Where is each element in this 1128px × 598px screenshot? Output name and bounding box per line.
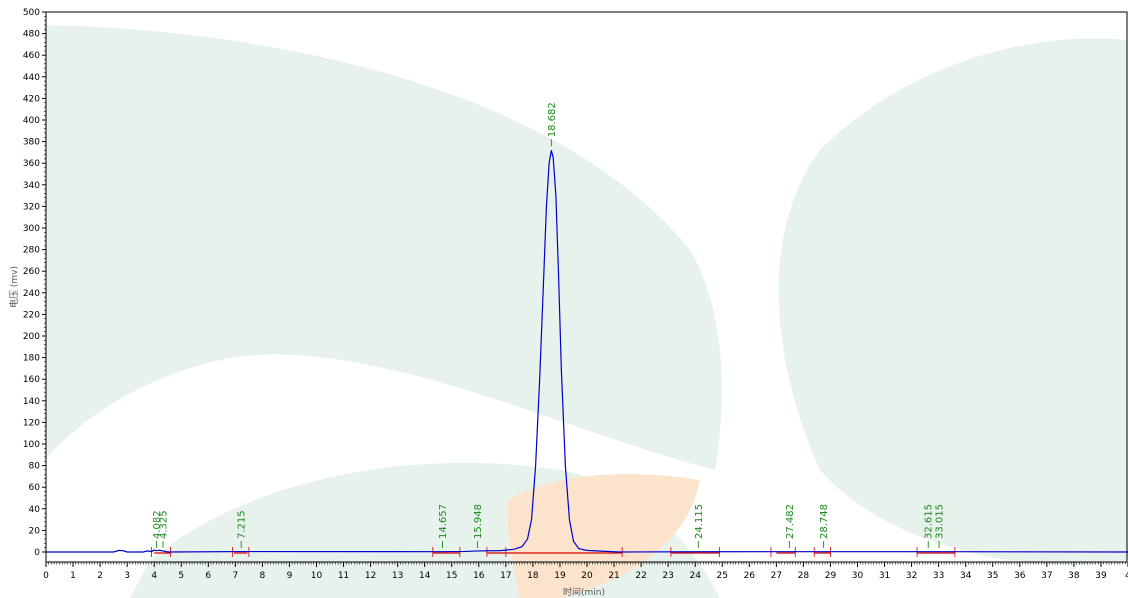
peak-label: 32.615 [924,504,935,539]
y-tick-label: 100 [23,440,40,450]
x-tick-label: 34 [960,571,972,581]
peak-label: 24.115 [694,504,705,539]
x-tick-label: 23 [662,571,673,581]
x-tick-label: 35 [987,571,998,581]
y-tick-label: 180 [23,354,40,364]
x-tick-label: 39 [1095,571,1107,581]
y-tick-label: 440 [23,73,40,83]
x-tick-label: 33 [933,571,944,581]
x-tick-label: 32 [906,571,917,581]
peak-label: 4.082 [152,510,163,539]
peak-label: 15.948 [473,504,484,539]
x-tick-label: 9 [287,571,293,581]
y-tick-label: 360 [23,159,40,169]
x-tick-label: 2 [97,571,103,581]
x-tick-label: 4 [1125,571,1128,581]
y-tick-label: 480 [23,30,40,40]
y-tick-label: 500 [23,8,40,18]
x-tick-label: 0 [43,571,49,581]
y-axis-title: 电压 (mv) [8,266,20,308]
y-tick-label: 20 [29,526,41,536]
x-axis-title: 时间(min) [563,586,605,598]
x-tick-label: 4 [151,571,157,581]
x-tick-label: 5 [178,571,184,581]
x-tick-label: 10 [311,571,323,581]
y-tick-label: 340 [23,181,40,191]
y-tick-label: 200 [23,332,40,342]
y-tick-label: 140 [23,397,40,407]
x-tick-label: 14 [419,571,431,581]
x-tick-label: 13 [392,571,403,581]
x-tick-label: 25 [717,571,728,581]
x-tick-label: 3 [124,571,130,581]
watermark-leaf-right [778,38,1128,566]
y-tick-label: 260 [23,267,40,277]
watermark-logo [45,25,1128,598]
y-tick-label: 220 [23,310,40,320]
y-tick-label: 400 [23,116,40,126]
x-tick-label: 6 [205,571,211,581]
x-tick-label: 29 [825,571,837,581]
x-tick-label: 16 [473,571,485,581]
peak-label: 27.482 [785,504,796,539]
y-tick-label: 380 [23,138,40,148]
y-tick-label: 0 [34,548,40,558]
x-tick-label: 18 [527,571,539,581]
x-tick-label: 17 [500,571,511,581]
y-tick-label: 320 [23,202,40,212]
x-tick-label: 37 [1041,571,1052,581]
x-tick-label: 11 [338,571,349,581]
x-tick-label: 8 [260,571,266,581]
y-tick-label: 60 [29,483,41,493]
y-tick-label: 40 [29,505,41,515]
x-tick-label: 15 [446,571,457,581]
x-tick-label: 27 [771,571,782,581]
x-tick-label: 31 [879,571,890,581]
y-tick-label: 240 [23,289,40,299]
plot-area: 0204060801001201401601802002202402602803… [23,8,1128,581]
x-tick-label: 19 [554,571,566,581]
x-tick-label: 26 [744,571,756,581]
x-tick-label: 20 [581,571,593,581]
y-tick-label: 160 [23,375,40,385]
peak-label: 14.657 [438,504,449,539]
y-tick-label: 80 [29,462,41,472]
x-tick-label: 28 [798,571,810,581]
x-tick-label: 36 [1014,571,1026,581]
peak-label: 7.215 [237,510,248,539]
x-tick-label: 22 [635,571,646,581]
y-tick-label: 420 [23,94,40,104]
x-tick-label: 21 [608,571,619,581]
y-tick-label: 460 [23,51,40,61]
x-tick-label: 12 [365,571,376,581]
x-tick-label: 24 [689,571,701,581]
peak-label: 28.748 [819,504,830,539]
peak-label: 18.682 [547,102,558,137]
watermark-leaf-left [45,25,722,470]
x-tick-label: 7 [232,571,238,581]
signal-trace [46,150,1128,553]
y-tick-label: 280 [23,246,40,256]
x-tick-label: 30 [852,571,864,581]
x-tick-label: 1 [70,571,76,581]
peak-label: 4.325 [158,510,169,539]
y-tick-label: 120 [23,418,40,428]
x-tick-label: 38 [1068,571,1080,581]
watermark-orange-shape [507,474,700,598]
y-tick-label: 300 [23,224,40,234]
peak-label: 33.015 [935,504,946,539]
